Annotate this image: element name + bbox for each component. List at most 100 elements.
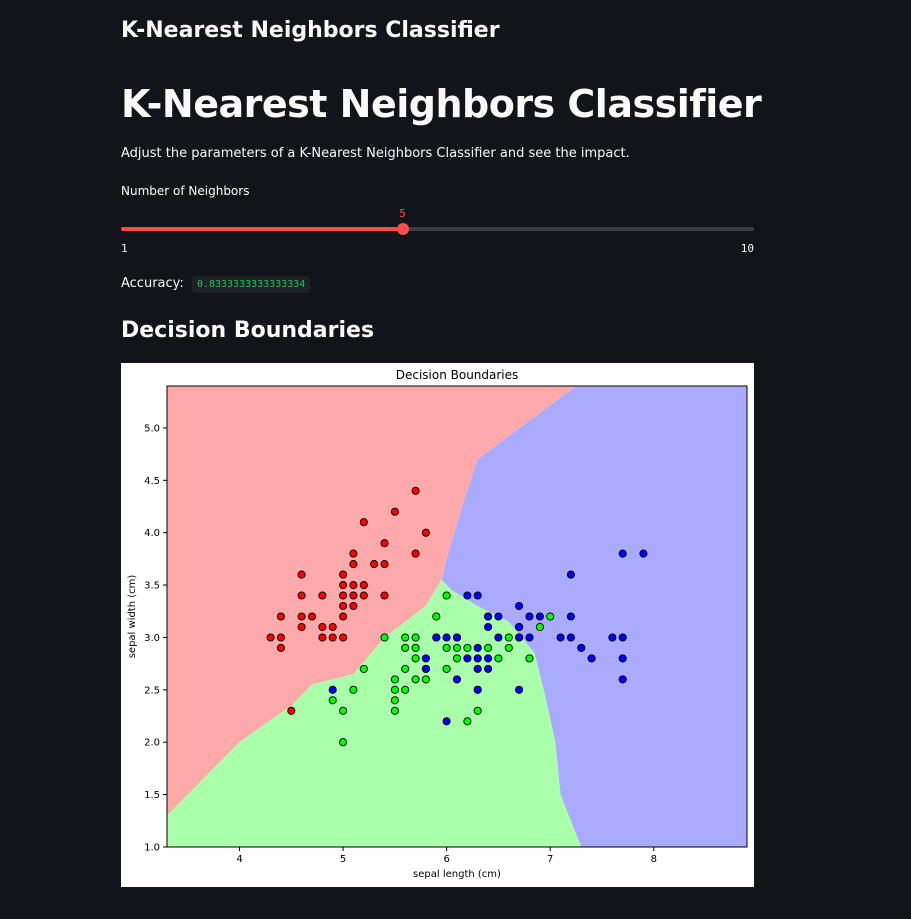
- data-point-blue: [639, 549, 648, 558]
- data-point-green: [442, 643, 451, 652]
- data-point-green: [390, 696, 399, 705]
- data-point-green: [463, 717, 472, 726]
- slider-fill: [121, 227, 403, 231]
- data-point-green: [452, 654, 462, 663]
- data-point-blue: [421, 654, 430, 663]
- chart-svg: 4 5 6 7 8 1.0 1.5 2.0 2.5 3.0 3.5 4.0 4.5 5.0 Decision…: [127, 368, 748, 880]
- data-point-green: [380, 633, 389, 642]
- data-point-green: [359, 664, 368, 673]
- data-point-blue: [484, 612, 493, 621]
- data-point-green: [411, 643, 420, 652]
- data-point-red: [349, 581, 358, 590]
- data-point-red: [380, 560, 389, 569]
- data-point-blue: [618, 633, 627, 642]
- data-point-red: [380, 591, 389, 600]
- data-point-red: [287, 706, 296, 715]
- y-axis-label: sepal width (cm): [127, 575, 138, 659]
- chart-title: Decision Boundaries: [396, 368, 519, 382]
- x-tick-label: 4: [236, 854, 242, 865]
- data-point-red: [349, 560, 358, 569]
- data-point-green: [504, 633, 513, 642]
- data-point-green: [401, 633, 410, 642]
- y-tick-label: 3.5: [144, 581, 160, 592]
- data-point-red: [276, 633, 285, 642]
- data-point-red: [328, 633, 337, 642]
- data-point-red: [328, 622, 337, 632]
- data-point-blue: [566, 570, 575, 579]
- data-point-red: [421, 528, 430, 537]
- data-point-green: [339, 706, 348, 715]
- slider-min-label: 1: [121, 242, 128, 255]
- data-point-green: [401, 643, 410, 652]
- data-point-green: [411, 633, 420, 642]
- data-point-blue: [463, 591, 472, 600]
- data-point-blue: [442, 633, 451, 642]
- data-point-green: [411, 654, 420, 663]
- y-tick-label: 5.0: [144, 423, 160, 434]
- data-point-green: [421, 675, 430, 684]
- data-point-green: [401, 664, 410, 673]
- data-point-blue: [484, 664, 493, 673]
- data-point-green: [473, 706, 482, 715]
- y-tick-label: 1.5: [144, 790, 160, 801]
- data-point-blue: [494, 633, 503, 642]
- slider-max-label: 10: [740, 242, 754, 255]
- data-point-blue: [484, 622, 493, 632]
- data-point-red: [349, 591, 358, 600]
- y-tick-label: 4.0: [144, 528, 160, 539]
- decision-region-blue: [441, 386, 747, 847]
- slider-value: 5: [399, 207, 406, 220]
- plot-frame: [166, 385, 748, 848]
- data-point-green: [390, 685, 399, 694]
- data-point-red: [359, 591, 368, 600]
- x-tick-label: 7: [547, 854, 553, 865]
- slider-label: Number of Neighbors: [121, 184, 250, 198]
- data-point-red: [390, 507, 399, 516]
- x-tick-label: 6: [443, 854, 449, 865]
- data-point-green: [463, 643, 472, 652]
- data-point-blue: [618, 675, 627, 684]
- data-point-blue: [515, 633, 524, 642]
- data-point-red: [339, 570, 348, 579]
- data-point-blue: [556, 633, 565, 642]
- data-point-red: [297, 591, 306, 600]
- data-point-blue: [535, 612, 544, 621]
- data-point-blue: [421, 664, 430, 673]
- data-point-blue: [452, 633, 462, 642]
- data-point-red: [276, 612, 285, 621]
- data-point-green: [546, 612, 555, 621]
- data-point-blue: [484, 654, 493, 663]
- neighbors-slider[interactable]: 5 1 10: [121, 205, 754, 255]
- data-point-green: [494, 654, 503, 663]
- data-point-blue: [452, 675, 462, 684]
- y-tick-label: 1.0: [144, 843, 160, 854]
- data-point-blue: [566, 612, 575, 621]
- data-point-green: [525, 654, 534, 663]
- data-point-blue: [473, 643, 482, 652]
- data-point-blue: [587, 654, 596, 663]
- data-point-red: [318, 591, 327, 600]
- data-point-red: [349, 601, 358, 611]
- data-point-green: [349, 685, 358, 694]
- data-point-red: [339, 601, 348, 611]
- page-title: K-Nearest Neighbors Classifier: [121, 82, 762, 126]
- data-point-red: [339, 612, 348, 621]
- data-point-blue: [328, 685, 337, 694]
- page-description: Adjust the parameters of a K-Nearest Nei…: [121, 146, 630, 161]
- data-point-green: [390, 706, 399, 715]
- app-title: K-Nearest Neighbors Classifier: [121, 18, 500, 43]
- data-point-red: [411, 486, 420, 495]
- data-point-blue: [515, 685, 524, 694]
- data-point-red: [266, 633, 275, 642]
- data-point-green: [504, 643, 513, 652]
- accuracy-value: 0.8333333333333334: [191, 276, 311, 293]
- data-point-red: [359, 581, 368, 590]
- accuracy-row: Accuracy: 0.8333333333333334: [121, 276, 311, 293]
- data-point-red: [359, 518, 368, 527]
- slider-track[interactable]: [121, 227, 754, 231]
- data-point-blue: [577, 643, 586, 652]
- slider-thumb[interactable]: [396, 223, 409, 235]
- y-tick-label: 4.5: [144, 476, 160, 487]
- x-axis-label: sepal length (cm): [413, 869, 501, 880]
- data-point-blue: [463, 654, 472, 663]
